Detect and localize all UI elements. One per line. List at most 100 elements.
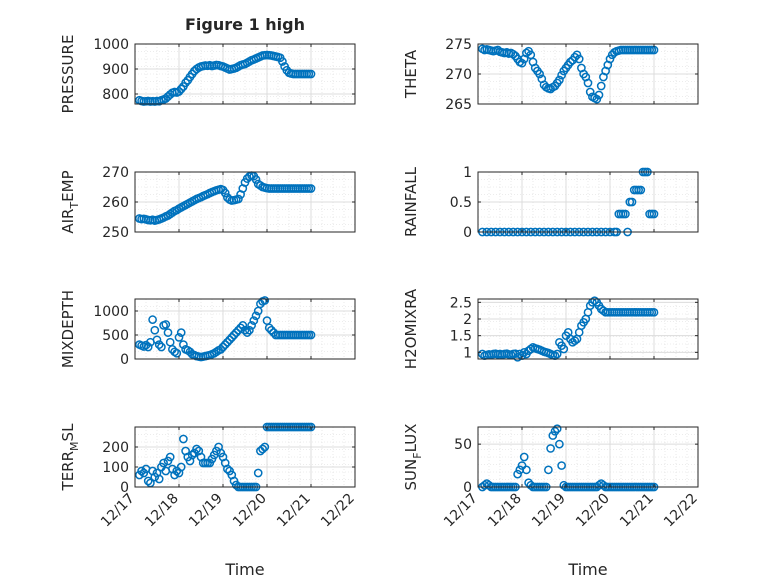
data-point	[267, 325, 276, 335]
data-point	[172, 348, 182, 358]
data-point	[649, 307, 659, 317]
data-point	[159, 458, 168, 468]
y-axis-label-1: THETA	[402, 49, 420, 99]
y-axis-label-5: H2OMIXRA	[402, 288, 420, 369]
data-point	[181, 78, 190, 88]
data-point	[143, 342, 153, 352]
x-tick-label: 12/22	[318, 491, 358, 531]
x-tick-label: 12/19	[529, 491, 569, 531]
data-point	[161, 320, 171, 329]
data-point	[150, 325, 160, 335]
data-point	[585, 87, 595, 97]
data-point	[236, 323, 245, 333]
data-point	[513, 469, 522, 479]
data-point	[192, 444, 201, 454]
data-point	[566, 57, 575, 67]
data-point	[306, 69, 316, 79]
subplot-terr-msl: 0 100 200 12/17 12/18 12/19 12/20 12/21 12/22 TER…	[59, 422, 358, 531]
y-tick-label: 250	[102, 225, 129, 241]
x-tick-label: 12/20	[230, 491, 270, 531]
data-point	[253, 468, 263, 478]
y-axis-label-2: AIRTEMP	[59, 170, 81, 233]
data-point	[260, 442, 270, 452]
y-tick-label: 2.5	[450, 295, 472, 311]
y-tick-label: 260	[102, 195, 129, 211]
data-point	[572, 50, 582, 60]
axes-box	[134, 43, 356, 105]
data-point	[238, 321, 248, 330]
data-point	[152, 335, 162, 345]
data-point	[245, 325, 254, 335]
y-tick-label: 1	[463, 345, 472, 361]
x-tick-label: 12/17	[441, 491, 481, 531]
data-point	[216, 345, 226, 354]
data-point	[570, 52, 580, 62]
y-tick-label: 200	[102, 440, 129, 456]
data-point	[627, 197, 637, 207]
y-tick-label: 2	[463, 312, 472, 328]
axes-box	[477, 298, 699, 360]
subplot-h2omixra: 11.522.5 H2OMIXRA	[402, 288, 699, 369]
data-point	[278, 57, 287, 66]
y-tick-label: 270	[445, 67, 472, 83]
x-axis-label-left: Time	[224, 560, 264, 579]
data-point	[649, 209, 659, 219]
data-point	[240, 325, 250, 335]
data-point	[249, 316, 259, 325]
axes-box	[134, 298, 356, 360]
data-point	[143, 476, 153, 486]
data-point	[555, 439, 564, 449]
data-point	[176, 462, 186, 472]
subplot-sun-flux: 0 50 12/17 12/18 12/19 12/20 12/21 12/22 SUNFLUX	[402, 424, 701, 531]
data-point	[306, 330, 316, 340]
y-tick-label: 0	[120, 352, 129, 368]
data-point	[220, 188, 230, 198]
data-point	[517, 58, 527, 68]
y-axis-label-3: RAINFALL	[402, 166, 420, 237]
x-tick-label: 12/21	[617, 491, 657, 531]
data-point	[258, 444, 267, 454]
data-point	[220, 340, 230, 349]
data-point	[218, 342, 228, 352]
data-point	[157, 342, 166, 352]
x-tick-label: 12/20	[573, 491, 613, 531]
x-tick-label: 12/19	[186, 491, 226, 531]
data-point	[621, 209, 630, 219]
y-tick-label: 50	[454, 437, 472, 453]
x-tick-label: 12/17	[98, 491, 138, 531]
data-point	[524, 478, 533, 488]
x-tick-label: 12/21	[274, 491, 314, 531]
data-point	[574, 54, 584, 64]
y-axis-label-7: SUNFLUX	[402, 424, 424, 491]
y-tick-label: 1	[463, 165, 472, 181]
subplot-air-temp: 250 260 270 AIRTEMP	[59, 165, 356, 241]
y-tick-label: 800	[102, 87, 129, 103]
subplot-rainfall: 0 0.5 1 RAINFALL	[402, 165, 699, 241]
data-point	[596, 81, 606, 91]
data-point	[176, 84, 186, 94]
data-point	[137, 466, 146, 476]
figure-title: Figure 1 high	[185, 15, 305, 34]
axes-box	[477, 426, 699, 488]
y-tick-label: 1.5	[450, 329, 472, 345]
y-tick-label: 0	[463, 225, 472, 241]
data-point	[522, 465, 531, 475]
y-axis-label-0: PRESSURE	[59, 35, 77, 114]
data-point	[260, 296, 270, 305]
data-point	[519, 452, 529, 462]
data-point	[148, 315, 157, 324]
data-point	[592, 94, 602, 104]
y-tick-label: 270	[102, 165, 129, 181]
data-point	[605, 54, 615, 64]
x-axis-label-right: Time	[567, 560, 607, 579]
data-point	[550, 426, 560, 436]
data-point	[165, 452, 175, 462]
data-point	[251, 311, 261, 321]
data-point	[590, 296, 599, 306]
x-tick-label: 12/18	[142, 491, 182, 531]
data-point	[546, 444, 555, 453]
data-point	[223, 337, 232, 347]
